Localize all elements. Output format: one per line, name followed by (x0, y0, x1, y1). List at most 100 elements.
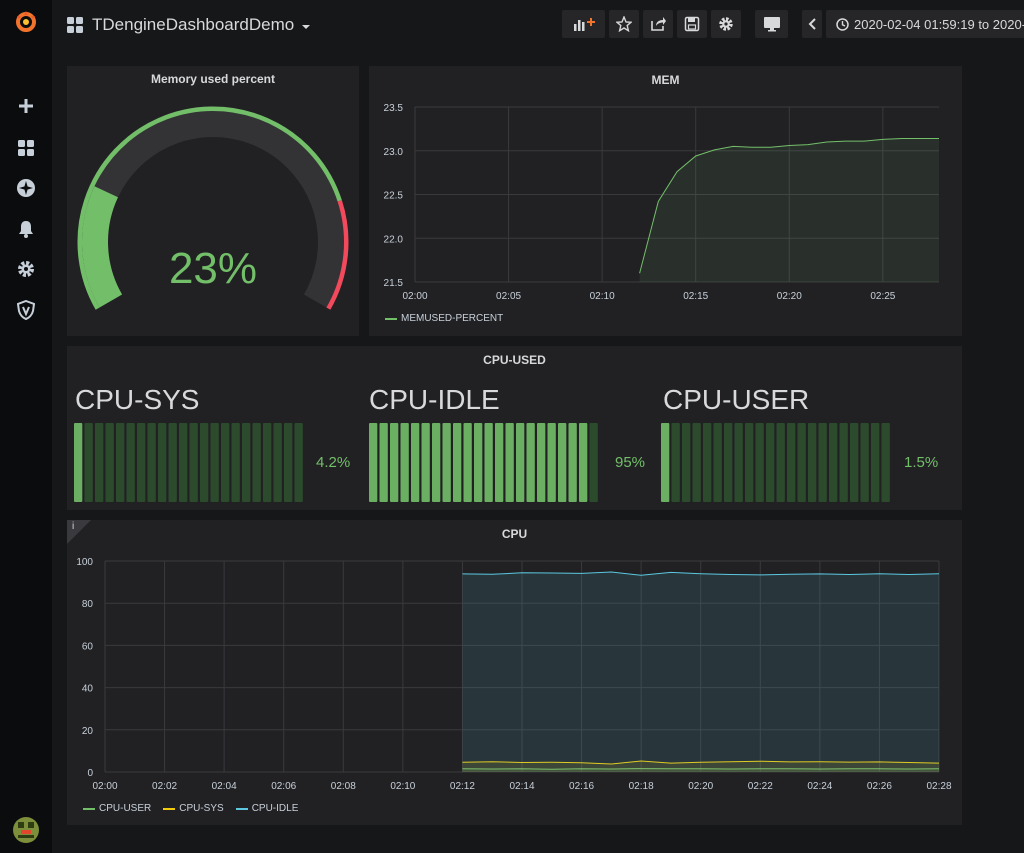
bar-gauge-cell-cpu-sys (137, 423, 146, 502)
panel-title[interactable]: CPU (501, 527, 528, 541)
bar-gauge-cell-cpu-idle (411, 423, 420, 502)
save-icon (684, 16, 700, 32)
series-line-cpu-idle (462, 571, 940, 576)
bar-gauge-cell-cpu-user (755, 423, 764, 502)
x-tick-label: 02:20 (688, 781, 713, 792)
bar-gauge-cell-cpu-user (682, 423, 691, 502)
mem-graph[interactable]: 02:00 02:05 02:10 02:15 02:20 02:25 21.5 22.0 22… (369, 66, 962, 306)
bar-gauge-cell-cpu-sys (231, 423, 240, 502)
tv-icon (763, 17, 780, 32)
series-area-cpu-sys (462, 761, 939, 772)
dashboards-icon[interactable] (12, 134, 40, 162)
bar-gauge-cell-cpu-sys (284, 423, 293, 502)
cycle-view-mode-button[interactable] (755, 10, 788, 38)
sidebar (0, 0, 52, 853)
bar-gauge-cell-cpu-user (808, 423, 817, 502)
series-line-cpu-user (462, 768, 940, 770)
bar-gauge-cell-cpu-sys (158, 423, 167, 502)
bar-gauge-cell-cpu-user (829, 423, 838, 502)
x-tick-label: 02:28 (926, 781, 951, 792)
y-tick-label: 20 (82, 726, 94, 737)
grafana-logo[interactable] (12, 8, 40, 36)
bar-gauge-cell-cpu-idle (463, 423, 472, 502)
stat-label-cpu-user: CPU-USER (663, 384, 810, 415)
bar-gauge-cell-cpu-idle (589, 423, 598, 502)
dashboard-settings-button[interactable] (711, 10, 741, 38)
bar-gauge-cell-cpu-sys (179, 423, 188, 502)
bar-gauge-cell-cpu-idle (558, 423, 567, 502)
y-tick-label: 0 (87, 768, 93, 779)
bar-gauge-cell-cpu-sys (84, 423, 93, 502)
dashboard-title-picker[interactable]: TDengineDashboardDemo (92, 14, 311, 35)
graph-legend: CPU-USER CPU-SYS CPU-IDLE (83, 803, 310, 814)
alerting-icon[interactable] (12, 215, 40, 243)
add-panel-button[interactable] (562, 10, 605, 38)
x-tick-label: 02:06 (271, 781, 296, 792)
legend-item[interactable]: CPU-SYS (163, 803, 224, 814)
plus-icon[interactable] (12, 92, 40, 120)
bar-gauge-cell-cpu-user (703, 423, 712, 502)
panel-title[interactable]: CPU-USED (483, 353, 546, 367)
series-area-cpu-idle (462, 572, 939, 772)
bar-gauge-cell-cpu-user (734, 423, 743, 502)
legend-label: CPU-USER (99, 803, 152, 814)
panel-title[interactable]: MEM (651, 73, 680, 87)
star-icon (616, 16, 632, 32)
dashboard-title: TDengineDashboardDemo (92, 14, 295, 34)
mem-panel: MEM 02:00 02:05 02:10 02:15 02:20 02:25 21.5 22… (369, 66, 962, 336)
time-shift-back-button[interactable] (802, 10, 822, 38)
x-tick-label: 02:18 (629, 781, 654, 792)
info-icon: i (72, 521, 75, 532)
bar-gauge-cell-cpu-user (671, 423, 680, 502)
y-tick-label: 80 (82, 599, 94, 610)
bar-gauge-cell-cpu-sys (147, 423, 156, 502)
legend-item[interactable]: CPU-USER (83, 803, 151, 814)
panel-title[interactable]: Memory used percent (150, 72, 276, 86)
bar-gauge-cell-cpu-sys (263, 423, 272, 502)
bar-gauge-cell-cpu-user (766, 423, 775, 502)
gauge-chart (77, 106, 349, 310)
gauge-threshold-ok-arc (77, 106, 342, 310)
config-icon[interactable] (12, 255, 40, 283)
x-tick-label: 02:05 (496, 291, 521, 302)
bar-gauge-cell-cpu-idle (505, 423, 514, 502)
cpu-panel: i CPU 02:00 02:02 02:04 02:06 02:08 02:10 02:1… (67, 520, 962, 825)
bar-gauge-cell-cpu-idle (547, 423, 556, 502)
cpu-graph[interactable]: 02:00 02:02 02:04 02:06 02:08 02:10 02:12 02:14… (67, 520, 962, 800)
x-tick-label: 02:02 (152, 781, 177, 792)
bar-gauge-cell-cpu-user (797, 423, 806, 502)
x-tick-label: 02:04 (212, 781, 237, 792)
star-button[interactable] (609, 10, 639, 38)
x-tick-label: 02:10 (590, 291, 615, 302)
user-avatar[interactable] (12, 816, 40, 844)
bar-gauge-cell-cpu-user (692, 423, 701, 502)
x-tick-label: 02:00 (402, 291, 427, 302)
bar-gauge-cell-cpu-sys (200, 423, 209, 502)
bar-gauge-cell-cpu-sys (273, 423, 282, 502)
panel-info-corner[interactable] (67, 520, 91, 544)
legend-item[interactable]: CPU-IDLE (235, 803, 298, 814)
x-tick-label: 02:12 (450, 781, 475, 792)
bar-gauge-cell-cpu-user (839, 423, 848, 502)
bar-gauge-cell-cpu-sys (126, 423, 135, 502)
bar-gauge-cell-cpu-idle (579, 423, 588, 502)
save-button[interactable] (677, 10, 707, 38)
bar-gauge-cell-cpu-sys (74, 423, 83, 502)
x-tick-label: 02:20 (777, 291, 802, 302)
legend-item[interactable]: MEMUSED-PERCENT (385, 313, 503, 324)
bar-gauge-cell-cpu-user (818, 423, 827, 502)
gauge-panel: Memory used percent 23% (67, 66, 359, 336)
explore-icon[interactable] (12, 174, 40, 202)
legend-swatch (235, 807, 248, 810)
shield-icon[interactable] (12, 296, 40, 324)
y-tick-label: 22.0 (384, 234, 404, 245)
y-tick-label: 100 (76, 557, 93, 568)
bar-gauge-cell-cpu-user (871, 423, 880, 502)
add-panel-icon (573, 18, 595, 31)
bar-gauge-cell-cpu-user (745, 423, 754, 502)
time-range-picker[interactable]: 2020-02-04 01:59:19 to 2020- (826, 10, 1024, 38)
bar-gauge-cell-cpu-sys (189, 423, 198, 502)
series-line-cpu-sys (462, 760, 940, 765)
settings-icon (719, 17, 733, 31)
share-button[interactable] (643, 10, 673, 38)
